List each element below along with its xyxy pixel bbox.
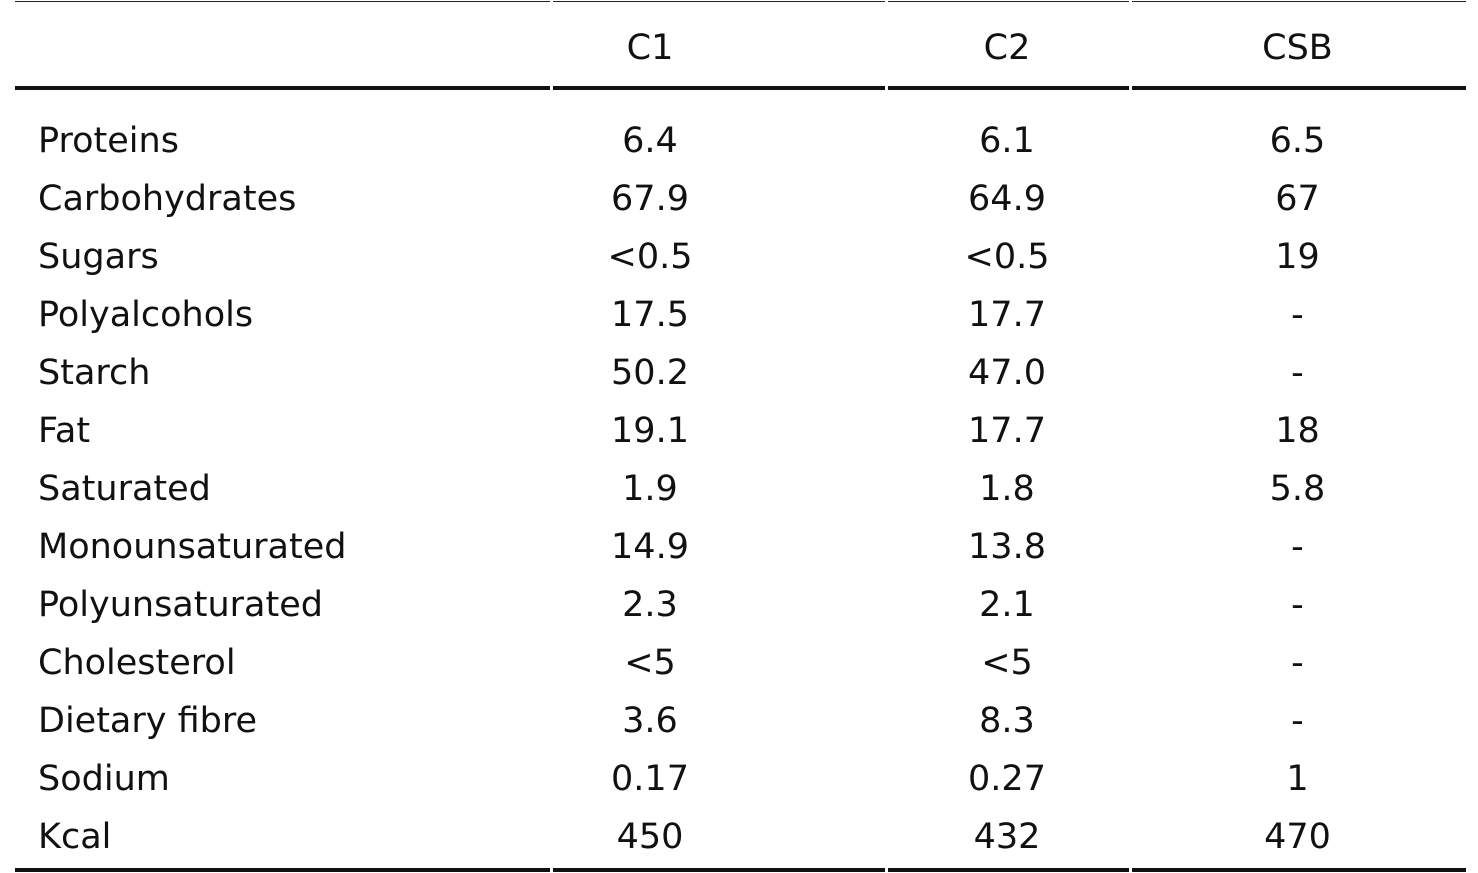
cell-csb: 6.5 xyxy=(1269,121,1326,161)
row-label: Saturated xyxy=(38,469,211,509)
header-cell-label xyxy=(15,0,550,96)
row-label: Cholesterol xyxy=(38,643,236,683)
cell-c2: 6.1 xyxy=(979,121,1035,161)
cell-c1: 450 xyxy=(616,817,684,857)
cell-c2: 1.8 xyxy=(979,469,1035,509)
cell-csb: - xyxy=(1291,527,1304,567)
nutrition-table: C1 C2 CSB Proteins 6.4 6.1 6.5 Carbohydrates… xyxy=(15,0,1466,873)
cell-c2: 2.1 xyxy=(979,585,1035,625)
cell-c1: 2.3 xyxy=(622,585,678,625)
cell-c2: 17.7 xyxy=(968,411,1046,451)
row-label: Sugars xyxy=(38,237,159,277)
table-row: Starch 50.2 47.0 - xyxy=(15,344,1466,402)
cell-c2: <5 xyxy=(981,643,1033,683)
data-table: C1 C2 CSB Proteins 6.4 6.1 6.5 Carbohydrates… xyxy=(15,0,1466,866)
row-label: Sodium xyxy=(38,759,170,799)
table-row: Dietary fibre 3.6 8.3 - xyxy=(15,692,1466,750)
top-rule xyxy=(15,1,1466,3)
header-cell-c1: C1 xyxy=(626,28,674,68)
row-label: Polyalcohols xyxy=(38,295,254,335)
table-row: Carbohydrates 67.9 64.9 67 xyxy=(15,170,1466,228)
table-row: Proteins 6.4 6.1 6.5 xyxy=(15,112,1466,170)
cell-c1: 6.4 xyxy=(622,121,678,161)
cell-c1: 19.1 xyxy=(611,411,689,451)
table-row: Saturated 1.9 1.8 5.8 xyxy=(15,460,1466,518)
header-rule xyxy=(15,86,1466,90)
table-row: Sugars <0.5 <0.5 19 xyxy=(15,228,1466,286)
header-cell-csb: CSB xyxy=(1262,28,1333,68)
row-label: Proteins xyxy=(38,121,179,161)
cell-c2: 13.8 xyxy=(968,527,1046,567)
table-row: Cholesterol <5 <5 - xyxy=(15,634,1466,692)
cell-csb: - xyxy=(1291,643,1304,683)
cell-csb: - xyxy=(1291,353,1304,393)
header-row: C1 C2 CSB xyxy=(15,0,1466,96)
cell-c1: 0.17 xyxy=(611,759,689,799)
row-label: Fat xyxy=(38,411,91,451)
header-cell-c2: C2 xyxy=(983,28,1031,68)
cell-c1: 3.6 xyxy=(622,701,678,741)
row-label: Polyunsaturated xyxy=(38,585,323,625)
cell-c1: 50.2 xyxy=(611,353,689,393)
row-label: Carbohydrates xyxy=(38,179,297,219)
cell-csb: - xyxy=(1291,295,1304,335)
cell-c1: 1.9 xyxy=(622,469,678,509)
table-row: Polyalcohols 17.5 17.7 - xyxy=(15,286,1466,344)
row-label: Kcal xyxy=(38,817,112,857)
cell-c1: 17.5 xyxy=(611,295,689,335)
spacer-row xyxy=(15,96,1466,112)
cell-csb: 1 xyxy=(1286,759,1309,799)
cell-csb: 470 xyxy=(1264,817,1331,857)
cell-c1: <0.5 xyxy=(607,237,693,277)
table-row: Polyunsaturated 2.3 2.1 - xyxy=(15,576,1466,634)
cell-csb: - xyxy=(1291,585,1304,625)
cell-c1: 14.9 xyxy=(611,527,689,567)
table-row: Monounsaturated 14.9 13.8 - xyxy=(15,518,1466,576)
table-row: Fat 19.1 17.7 18 xyxy=(15,402,1466,460)
cell-csb: - xyxy=(1291,701,1304,741)
cell-c2: 0.27 xyxy=(968,759,1046,799)
cell-csb: 19 xyxy=(1275,237,1320,277)
row-label: Monounsaturated xyxy=(38,527,347,567)
table-row: Sodium 0.17 0.27 1 xyxy=(15,750,1466,808)
cell-c2: 64.9 xyxy=(968,179,1046,219)
table-row: Kcal 450 432 470 xyxy=(15,808,1466,866)
bottom-rule xyxy=(15,868,1466,872)
row-label: Dietary fibre xyxy=(38,701,258,741)
cell-csb: 5.8 xyxy=(1269,469,1326,509)
cell-c2: 432 xyxy=(973,817,1041,857)
cell-c2: <0.5 xyxy=(964,237,1050,277)
cell-csb: 18 xyxy=(1275,411,1320,451)
cell-c1: 67.9 xyxy=(611,179,689,219)
cell-c2: 17.7 xyxy=(968,295,1046,335)
row-label: Starch xyxy=(38,353,151,393)
cell-c2: 47.0 xyxy=(968,353,1046,393)
cell-c2: 8.3 xyxy=(979,701,1035,741)
cell-csb: 67 xyxy=(1275,179,1320,219)
cell-c1: <5 xyxy=(624,643,676,683)
